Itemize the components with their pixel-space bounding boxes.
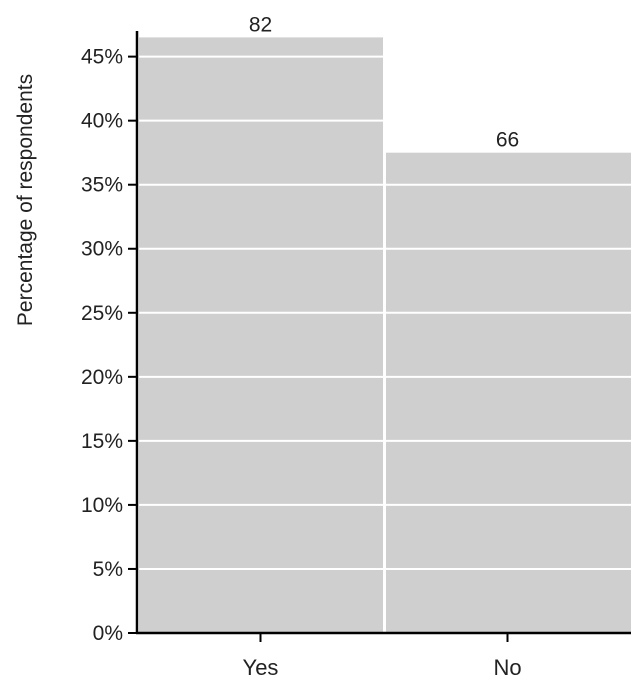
y-tick-label-30: 30% (81, 238, 123, 261)
y-tick-label-15: 15% (81, 430, 123, 453)
y-tick-label-5: 5% (93, 558, 123, 581)
bar-yes (139, 37, 383, 634)
x-tick-label-yes: Yes (243, 655, 279, 680)
bar-no (386, 152, 631, 633)
y-tick-label-25: 25% (81, 302, 123, 325)
y-tick-label-40: 40% (81, 110, 123, 133)
x-tick-label-no: No (493, 655, 521, 680)
y-tick-label-10: 10% (81, 494, 123, 517)
y-tick-label-35: 35% (81, 174, 123, 197)
labels-layer: 0% 5% 10% 15% 20% 25% 30% 35% 40% 45% Yes 82 No 66 (81, 13, 522, 680)
axes-layer (128, 31, 631, 642)
gridlines-layer (137, 55, 631, 570)
data-label-yes: 82 (249, 13, 272, 36)
bars-layer (139, 37, 631, 634)
y-tick-label-20: 20% (81, 366, 123, 389)
y-tick-label-0: 0% (93, 622, 123, 645)
y-axis-title: Percentage of respondents (14, 74, 37, 326)
data-label-no: 66 (496, 129, 519, 152)
y-tick-label-45: 45% (81, 46, 123, 69)
